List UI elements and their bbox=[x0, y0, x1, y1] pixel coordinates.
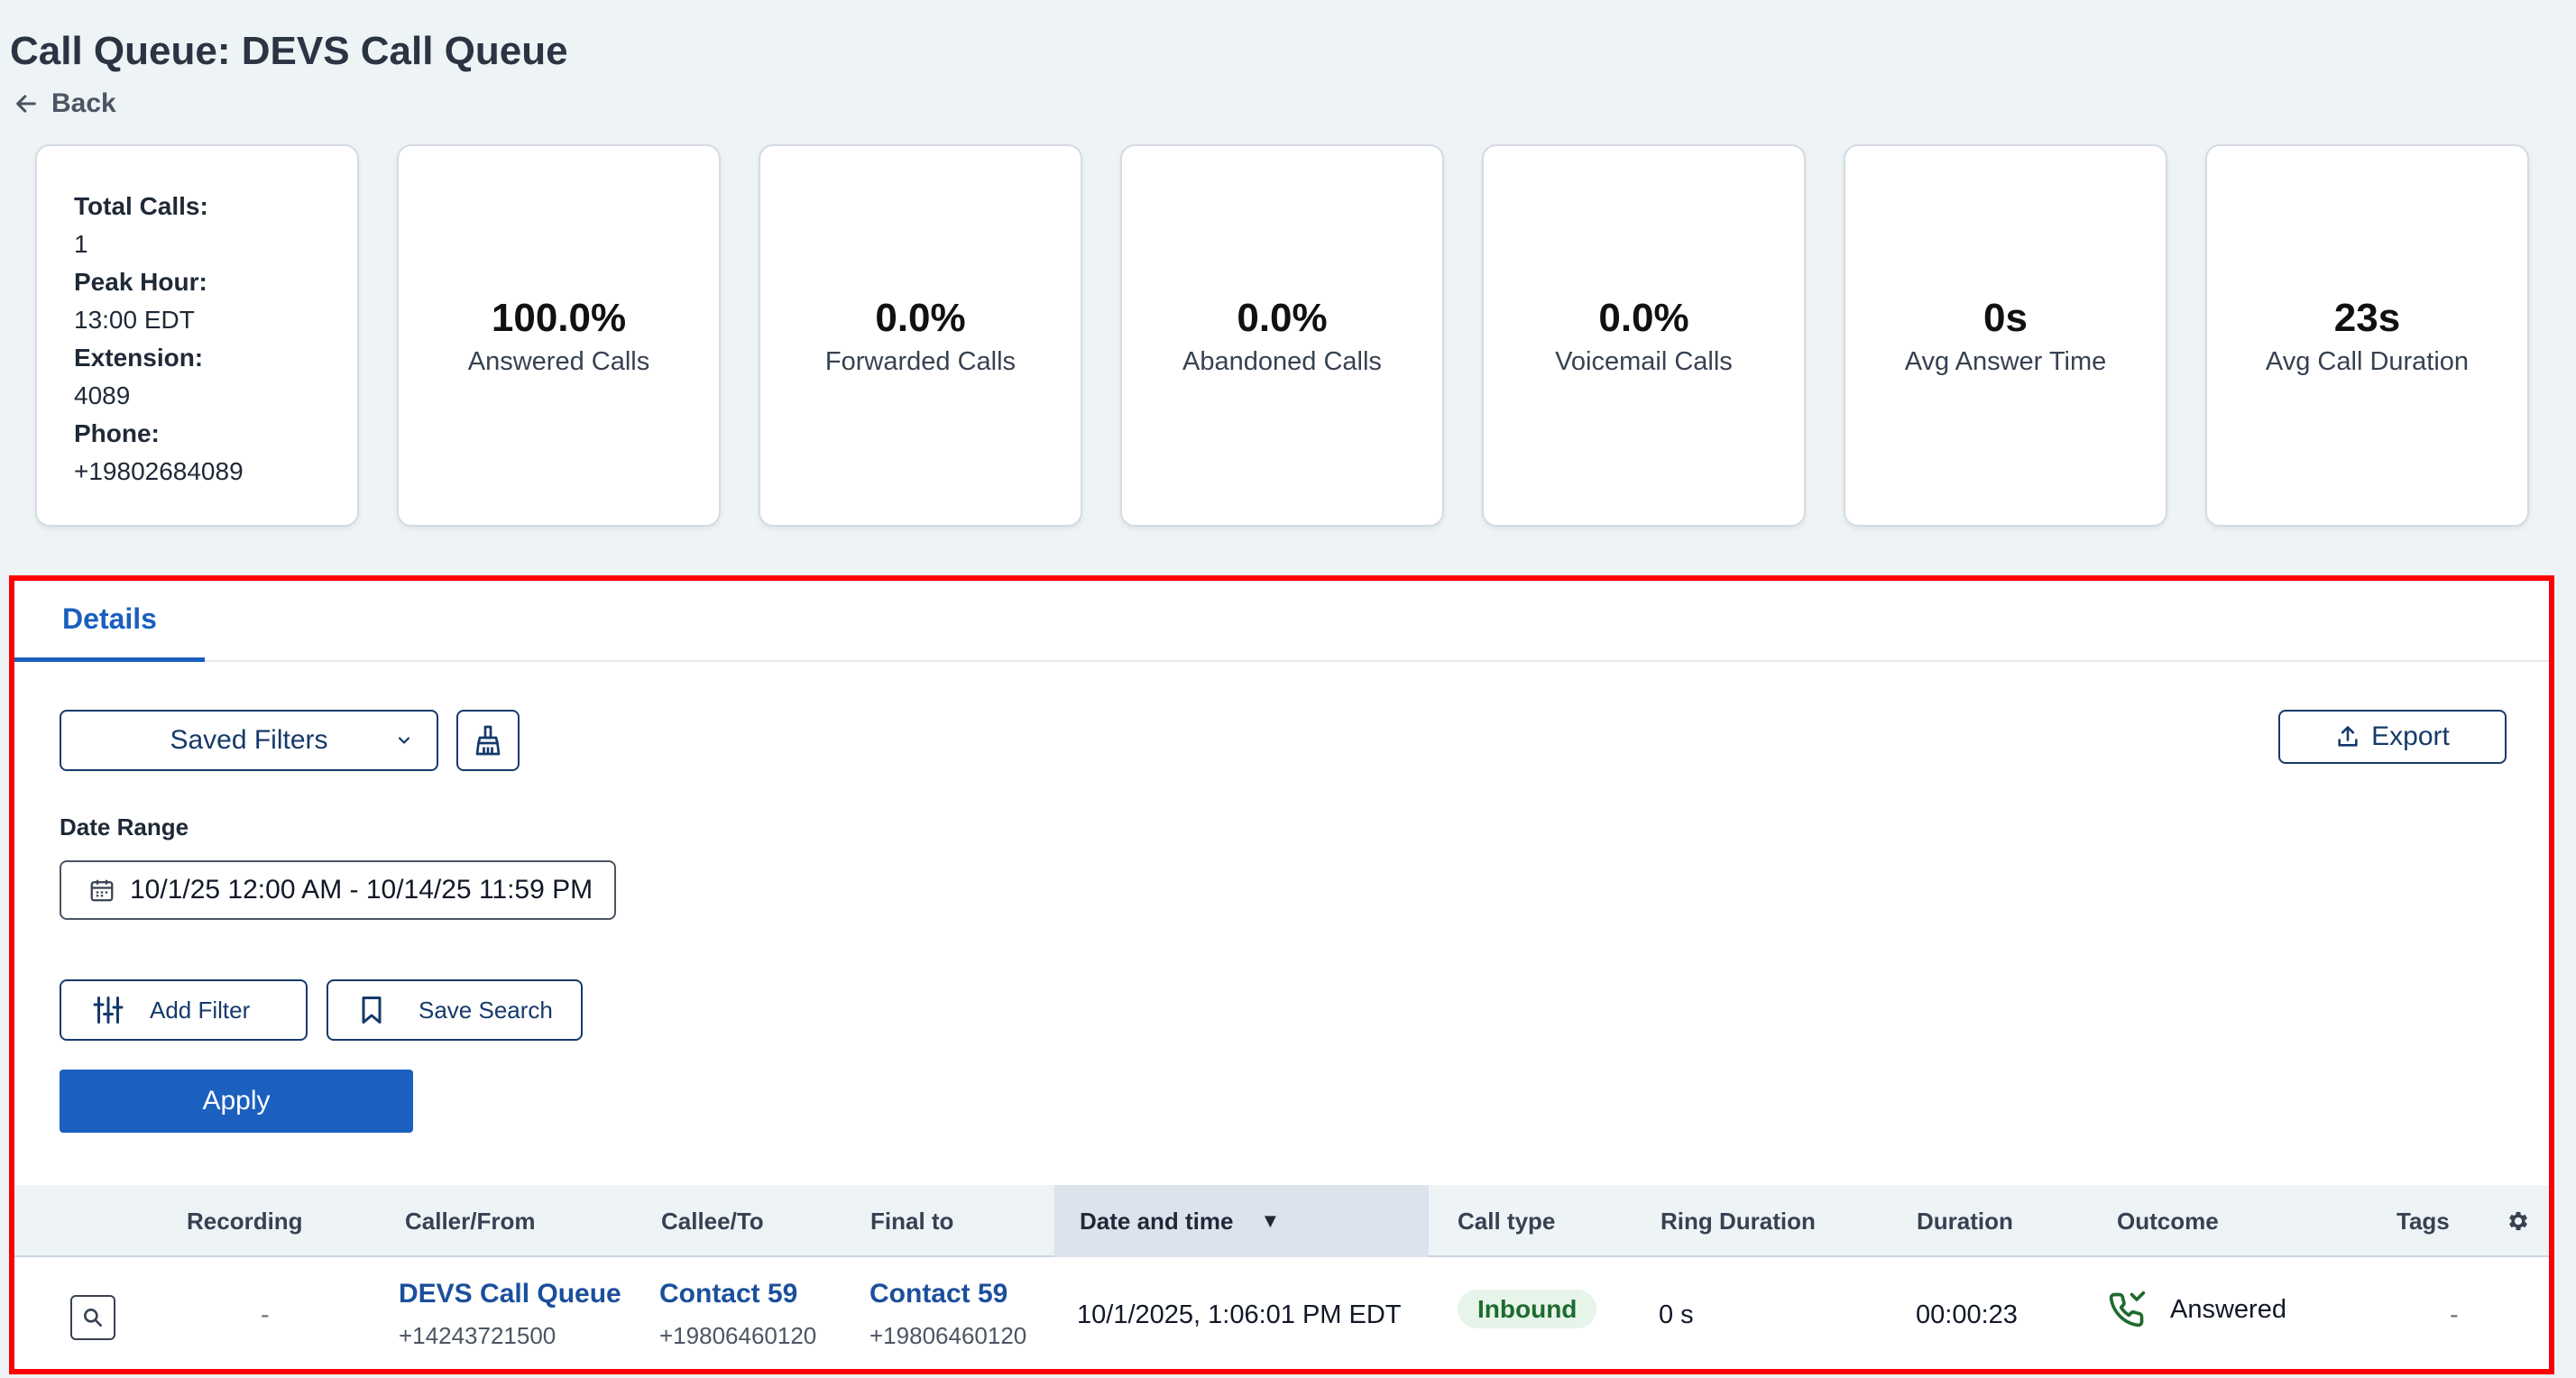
broom-icon bbox=[475, 725, 501, 756]
date-range-value: 10/1/25 12:00 AM - 10/14/25 11:59 PM bbox=[130, 875, 593, 905]
upload-icon bbox=[2338, 726, 2358, 747]
metric-value: 23s bbox=[2333, 295, 2401, 340]
column-header-date-time[interactable]: Date and time ▼ bbox=[1054, 1185, 1429, 1257]
phone-label: Phone: bbox=[74, 419, 160, 447]
cell-caller: DEVS Call Queue +14243721500 bbox=[399, 1279, 621, 1350]
peak-hour-label: Peak Hour: bbox=[74, 268, 207, 296]
sliders-icon bbox=[93, 997, 124, 1024]
queue-info-card: Total Calls: 1 Peak Hour: 13:00 EDT Exte… bbox=[35, 144, 359, 527]
column-header-caller[interactable]: Caller/From bbox=[405, 1207, 536, 1235]
metric-label: Abandoned Calls bbox=[1182, 346, 1382, 376]
column-header-call-type[interactable]: Call type bbox=[1458, 1207, 1556, 1235]
apply-button[interactable]: Apply bbox=[60, 1070, 413, 1133]
column-header-outcome[interactable]: Outcome bbox=[2117, 1207, 2219, 1235]
cell-duration: 00:00:23 bbox=[1916, 1300, 2018, 1329]
search-icon bbox=[84, 1309, 102, 1327]
clear-filters-button[interactable] bbox=[456, 710, 520, 771]
column-header-final-to[interactable]: Final to bbox=[870, 1207, 954, 1235]
tab-details[interactable]: Details bbox=[14, 581, 205, 662]
saved-filters-dropdown[interactable]: Saved Filters bbox=[60, 710, 438, 771]
extension-value: 4089 bbox=[74, 381, 131, 409]
cell-recording: - bbox=[261, 1300, 270, 1329]
table-row[interactable]: - DEVS Call Queue +14243721500 Contact 5… bbox=[14, 1259, 2549, 1374]
details-panel: Details Saved Filters Export Date Range … bbox=[9, 575, 2554, 1374]
column-header-date-time-label: Date and time bbox=[1080, 1207, 1234, 1235]
column-header-ring-duration[interactable]: Ring Duration bbox=[1661, 1207, 1816, 1235]
column-header-tags[interactable]: Tags bbox=[2397, 1207, 2450, 1235]
final-to-number: +19806460120 bbox=[869, 1322, 1027, 1349]
metric-card-avg-call-duration: 23s Avg Call Duration bbox=[2205, 144, 2529, 527]
date-range-label: Date Range bbox=[60, 813, 189, 841]
metric-card-forwarded: 0.0% Forwarded Calls bbox=[759, 144, 1082, 527]
column-header-duration[interactable]: Duration bbox=[1917, 1207, 2013, 1235]
metric-value: 0.0% bbox=[1598, 295, 1689, 340]
column-header-callee[interactable]: Callee/To bbox=[661, 1207, 764, 1235]
add-filter-label: Add Filter bbox=[150, 996, 251, 1024]
metric-label: Forwarded Calls bbox=[824, 346, 1017, 376]
cell-tags: - bbox=[2450, 1300, 2459, 1329]
caller-name-link[interactable]: DEVS Call Queue bbox=[399, 1279, 621, 1309]
cell-outcome: Answered bbox=[2107, 1290, 2286, 1329]
column-header-recording[interactable]: Recording bbox=[187, 1207, 303, 1235]
page-title: Call Queue: DEVS Call Queue bbox=[10, 29, 568, 73]
peak-hour-value: 13:00 EDT bbox=[74, 306, 195, 334]
total-calls-label: Total Calls: bbox=[74, 192, 208, 220]
callee-number: +19806460120 bbox=[659, 1322, 817, 1349]
metric-card-abandoned: 0.0% Abandoned Calls bbox=[1120, 144, 1444, 527]
export-label: Export bbox=[2371, 721, 2450, 751]
call-type-badge: Inbound bbox=[1458, 1290, 1597, 1328]
sort-descending-icon: ▼ bbox=[1260, 1209, 1281, 1232]
chevron-down-icon bbox=[398, 737, 410, 744]
metric-label: Avg Call Duration bbox=[2265, 346, 2470, 376]
date-range-input[interactable]: 10/1/25 12:00 AM - 10/14/25 11:59 PM bbox=[60, 860, 616, 920]
save-search-button[interactable]: Save Search bbox=[327, 979, 583, 1041]
metric-card-avg-answer-time: 0s Avg Answer Time bbox=[1844, 144, 2167, 527]
metric-value: 0s bbox=[1983, 295, 2028, 340]
cell-callee: Contact 59 +19806460120 bbox=[659, 1279, 816, 1350]
cell-call-type: Inbound bbox=[1458, 1290, 1597, 1328]
phone-value: +19802684089 bbox=[74, 457, 244, 485]
caller-number: +14243721500 bbox=[399, 1322, 557, 1349]
metric-label: Avg Answer Time bbox=[1904, 346, 2107, 376]
metric-card-voicemail: 0.0% Voicemail Calls bbox=[1482, 144, 1806, 527]
final-to-name-link[interactable]: Contact 59 bbox=[869, 1279, 1008, 1309]
metric-card-answered: 100.0% Answered Calls bbox=[397, 144, 721, 527]
phone-answered-icon bbox=[2109, 1291, 2146, 1327]
recording-preview-button[interactable] bbox=[70, 1295, 115, 1340]
add-filter-button[interactable]: Add Filter bbox=[60, 979, 308, 1041]
save-search-label: Save Search bbox=[419, 996, 553, 1024]
metric-label: Voicemail Calls bbox=[1555, 346, 1733, 376]
tab-bar: Details bbox=[14, 581, 2549, 662]
metric-label: Answered Calls bbox=[467, 346, 650, 376]
export-button[interactable]: Export bbox=[2278, 710, 2507, 764]
gear-icon[interactable] bbox=[2506, 1208, 2531, 1234]
total-calls-value: 1 bbox=[74, 230, 88, 258]
extension-label: Extension: bbox=[74, 344, 204, 372]
calendar-icon bbox=[90, 879, 114, 902]
metric-value: 0.0% bbox=[1237, 295, 1328, 340]
metric-value: 100.0% bbox=[491, 295, 627, 340]
bookmark-icon bbox=[362, 997, 382, 1024]
cell-ring-duration: 0 s bbox=[1659, 1300, 1694, 1329]
saved-filters-label: Saved Filters bbox=[170, 725, 328, 755]
cell-date-time: 10/1/2025, 1:06:01 PM EDT bbox=[1077, 1300, 1402, 1329]
callee-name-link[interactable]: Contact 59 bbox=[659, 1279, 798, 1309]
outcome-label: Answered bbox=[2170, 1294, 2286, 1324]
metric-value: 0.0% bbox=[875, 295, 966, 340]
back-label: Back bbox=[51, 88, 116, 118]
back-link[interactable]: Back bbox=[14, 88, 116, 119]
back-arrow-icon bbox=[16, 95, 36, 113]
table-header: Recording Caller/From Callee/To Final to… bbox=[14, 1185, 2549, 1257]
cell-final-to: Contact 59 +19806460120 bbox=[869, 1279, 1026, 1350]
